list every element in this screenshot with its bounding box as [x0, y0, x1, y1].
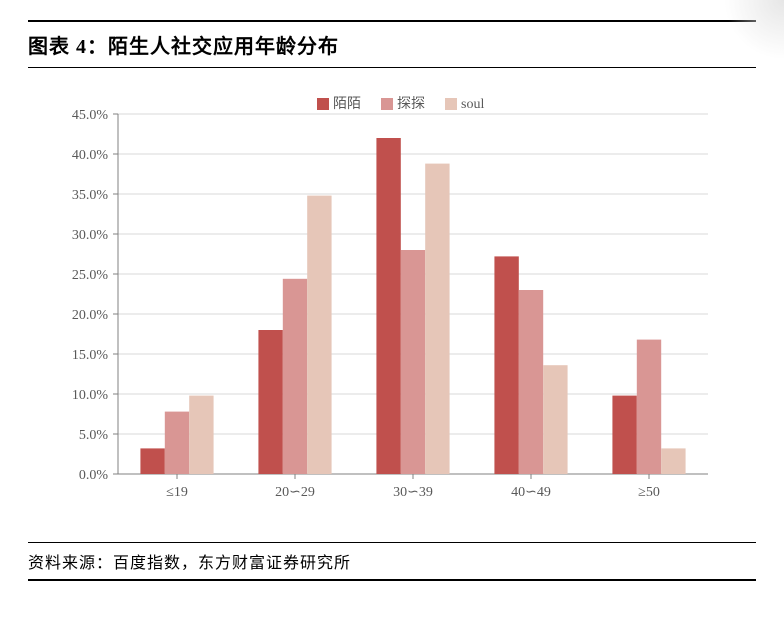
svg-text:≤19: ≤19: [166, 485, 188, 500]
source-text: 资料来源：百度指数，东方财富证券研究所: [28, 555, 351, 572]
bar-chart: 0.0% 5.0% 10.0% 15.0% 20.0% 25.0% 30.0% 35.0% 40…: [28, 96, 728, 516]
svg-text:陌陌: 陌陌: [333, 96, 361, 112]
svg-text:15.0%: 15.0%: [72, 348, 109, 363]
svg-text:20.0%: 20.0%: [72, 308, 109, 323]
svg-text:35.0%: 35.0%: [72, 188, 109, 203]
svg-text:soul: soul: [461, 97, 484, 112]
svg-text:10.0%: 10.0%: [72, 388, 109, 403]
svg-text:5.0%: 5.0%: [79, 428, 109, 443]
title-bar: 图表 4：陌生人社交应用年龄分布: [28, 20, 756, 68]
chart-area: 0.0% 5.0% 10.0% 15.0% 20.0% 25.0% 30.0% 35.0% 40…: [28, 96, 756, 536]
svg-text:0.0%: 0.0%: [79, 468, 109, 483]
svg-text:30∽39: 30∽39: [393, 485, 433, 500]
svg-text:25.0%: 25.0%: [72, 268, 109, 283]
svg-text:45.0%: 45.0%: [72, 108, 109, 123]
svg-text:30.0%: 30.0%: [72, 228, 109, 243]
svg-text:40∽49: 40∽49: [511, 485, 551, 500]
svg-text:20∽29: 20∽29: [275, 485, 315, 500]
svg-text:≥50: ≥50: [638, 485, 660, 500]
chart-title: 图表 4：陌生人社交应用年龄分布: [28, 36, 339, 58]
svg-text:40.0%: 40.0%: [72, 148, 109, 163]
svg-text:探探: 探探: [397, 96, 425, 112]
source-bar: 资料来源：百度指数，东方财富证券研究所: [28, 542, 756, 581]
